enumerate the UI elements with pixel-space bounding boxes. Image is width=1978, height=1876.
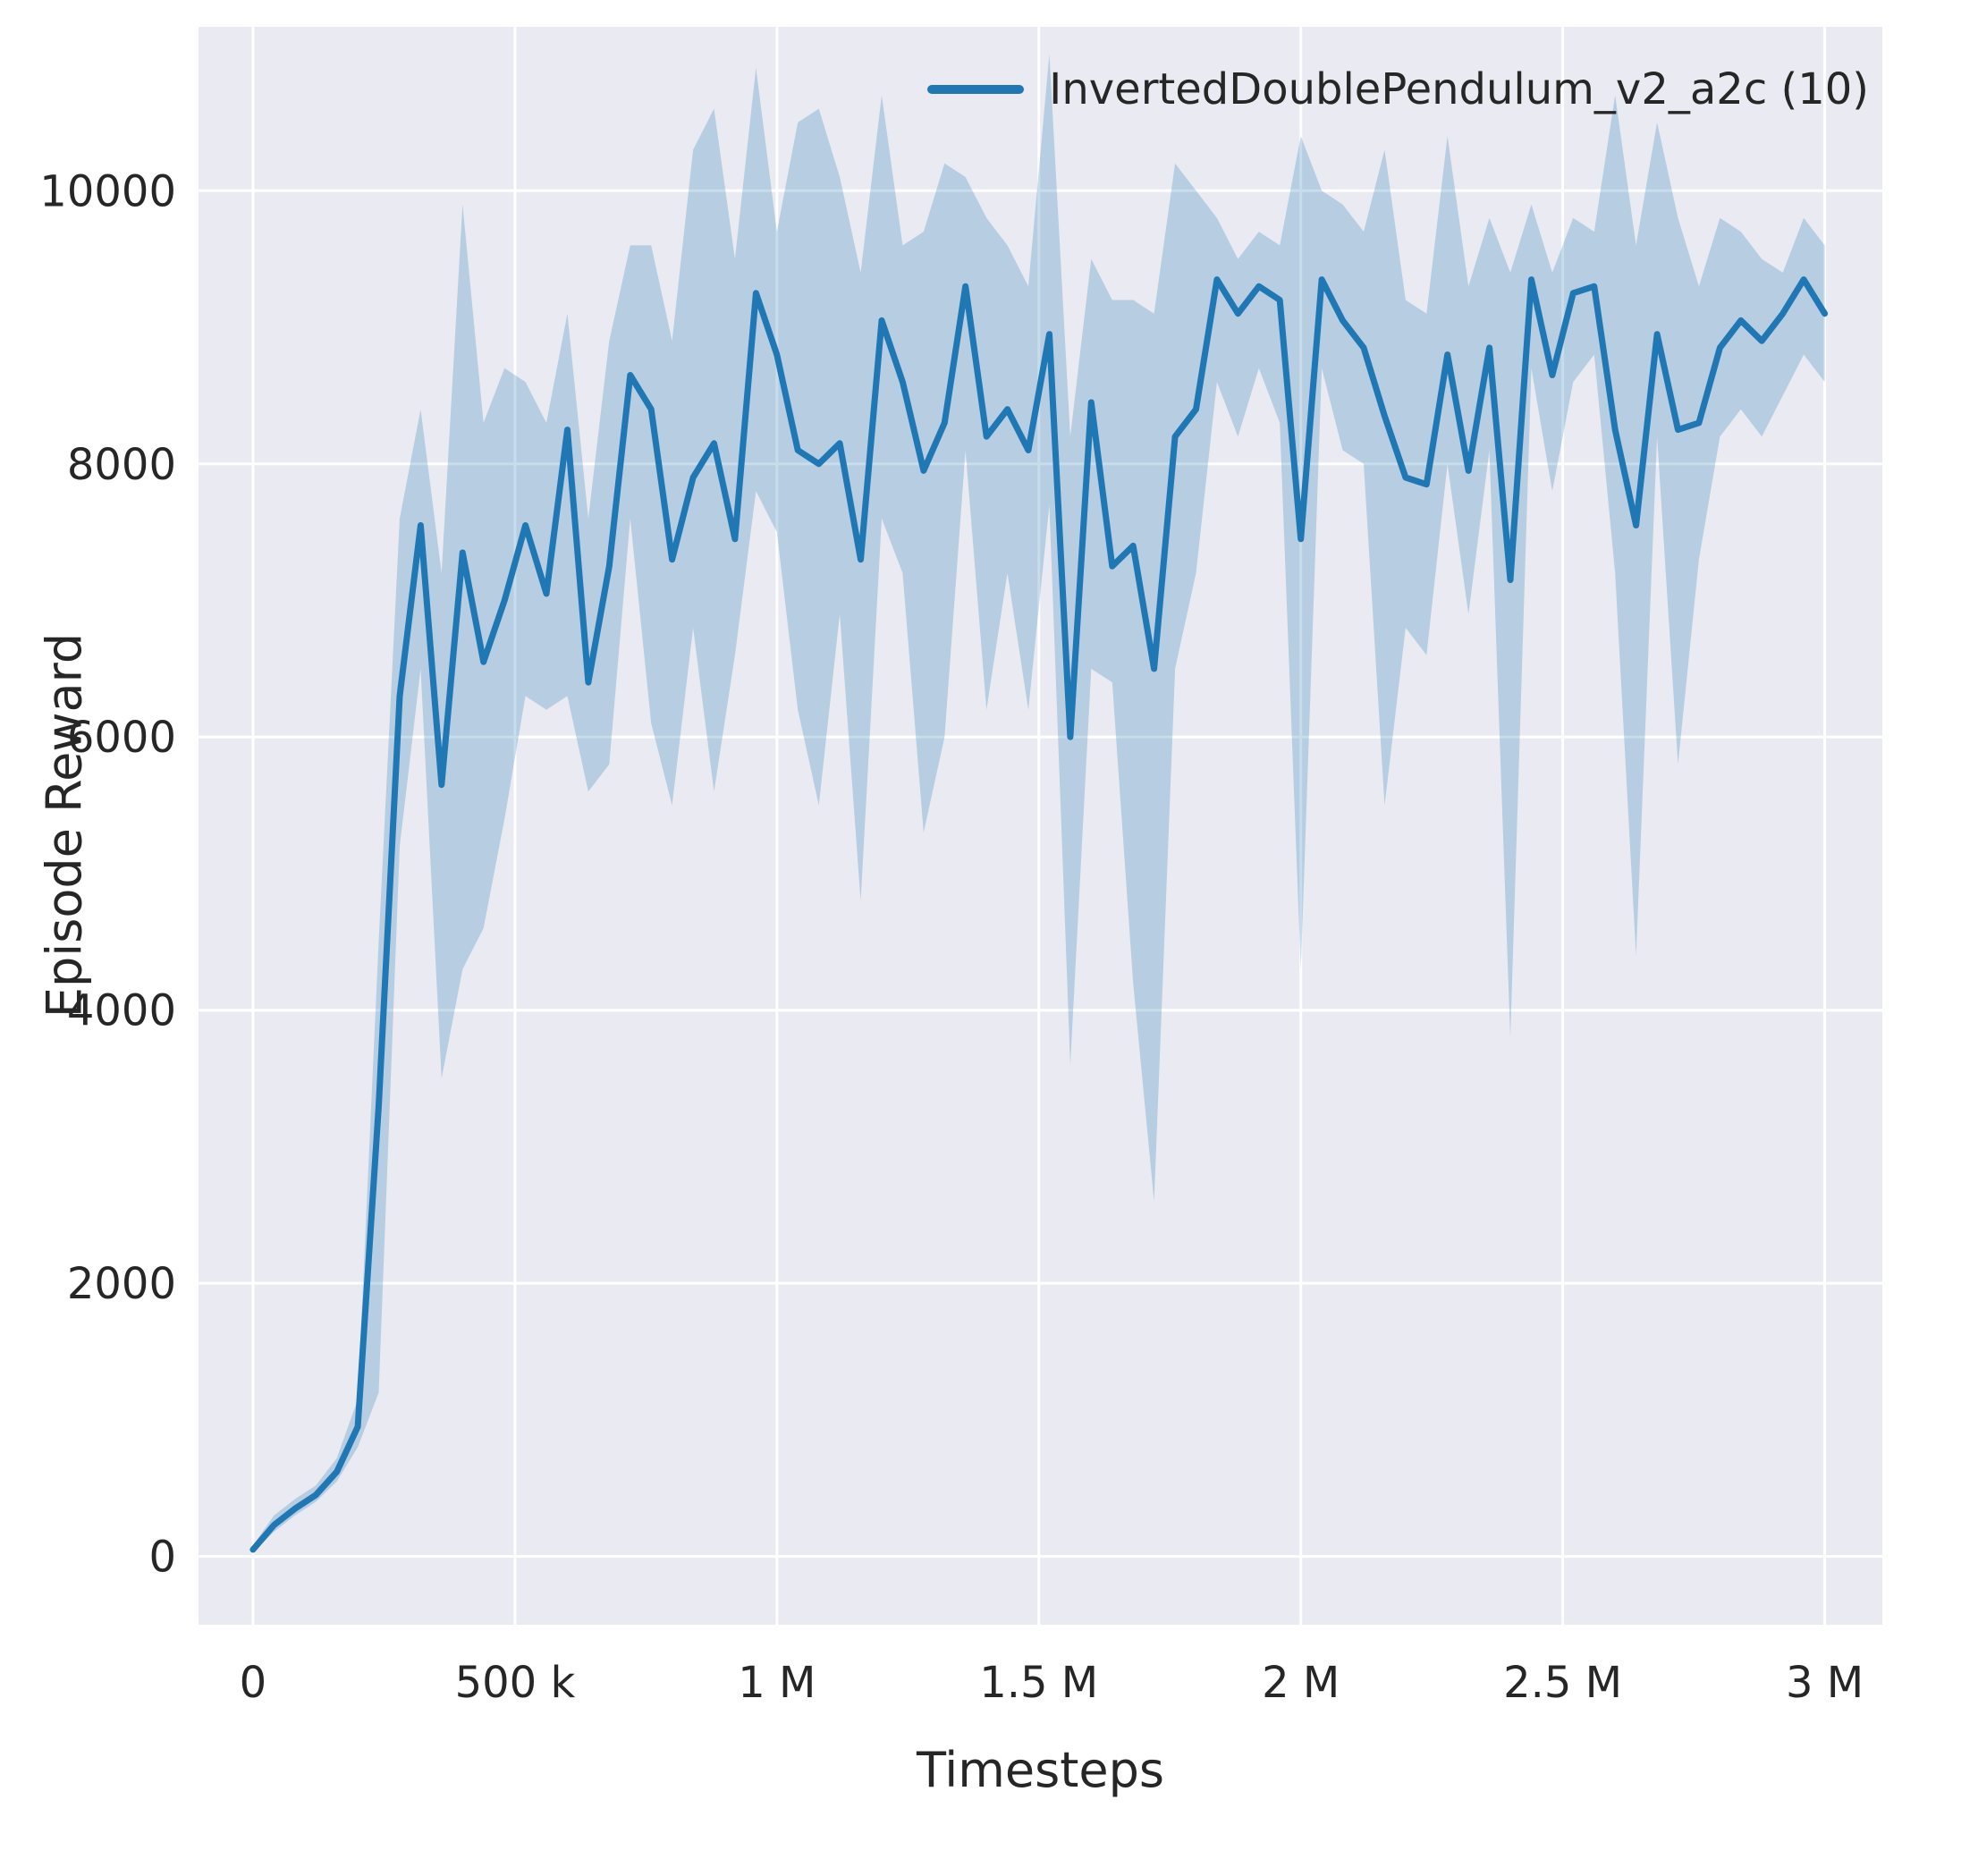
- x-tick-label: 2.5 M: [1503, 1658, 1622, 1708]
- x-tick-labels: 0 500 k 1 M 1.5 M 2 M 2.5 M 3 M: [240, 1658, 1864, 1708]
- y-axis-label: Episode Reward: [36, 632, 93, 1018]
- x-tick-label: 2 M: [1262, 1658, 1340, 1708]
- y-tick-label: 8000: [67, 440, 176, 490]
- grid-lines: [199, 27, 1882, 1625]
- y-tick-label: 6000: [67, 713, 176, 763]
- y-tick-label: 10000: [39, 166, 176, 216]
- x-axis-label: Timesteps: [916, 1742, 1165, 1798]
- mean-line: [249, 276, 1829, 1553]
- y-tick-label: 0: [148, 1533, 176, 1583]
- confidence-band: [252, 54, 1825, 1553]
- x-tick-label: 0: [240, 1658, 267, 1708]
- y-tick-labels: 0 2000 4000 6000 8000 10000: [39, 166, 176, 1582]
- x-tick-label: 3 M: [1786, 1658, 1864, 1708]
- legend-line-swatch: [927, 85, 1025, 94]
- legend-label: InvertedDoublePendulum_v2_a2c (10): [1049, 64, 1869, 114]
- legend: InvertedDoublePendulum_v2_a2c (10): [927, 64, 1869, 114]
- y-tick-label: 4000: [67, 986, 176, 1036]
- plot-area: [199, 27, 1882, 1625]
- x-tick-label: 1 M: [738, 1658, 816, 1708]
- y-tick-label: 2000: [67, 1259, 176, 1309]
- x-tick-label: 1.5 M: [979, 1658, 1098, 1708]
- x-tick-label: 500 k: [455, 1658, 576, 1708]
